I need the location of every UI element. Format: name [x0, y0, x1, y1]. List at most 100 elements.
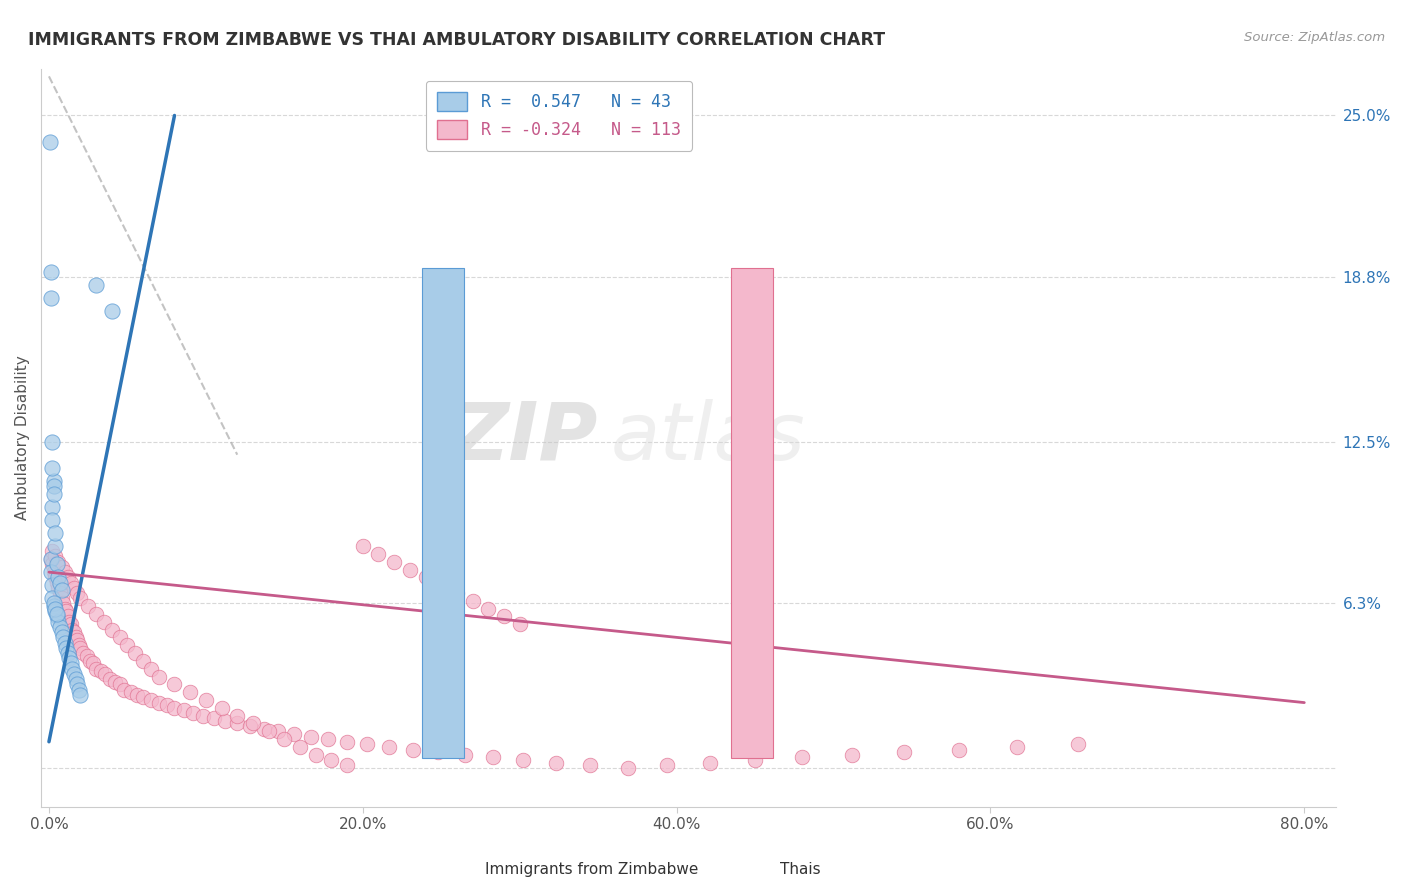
Point — [72, 646, 94, 660]
Point — [59, 575, 82, 590]
Point — [699, 756, 721, 770]
Point — [69, 591, 91, 606]
Point — [104, 674, 127, 689]
Text: Thais: Thais — [780, 863, 821, 877]
Point — [59, 617, 82, 632]
Point — [55, 640, 77, 655]
Point — [65, 631, 87, 645]
Point — [378, 739, 401, 754]
Point — [49, 575, 72, 590]
Point — [59, 657, 82, 671]
Point — [41, 591, 63, 606]
Point — [948, 742, 970, 756]
Point — [108, 631, 131, 645]
Point — [139, 693, 162, 707]
Point — [45, 558, 67, 572]
Point — [84, 607, 107, 621]
Point — [226, 716, 249, 731]
Point — [253, 722, 276, 736]
Point — [66, 586, 89, 600]
Point — [173, 703, 195, 717]
Point — [512, 753, 534, 767]
Point — [1067, 737, 1090, 751]
Point — [336, 735, 359, 749]
Point — [239, 719, 262, 733]
Point — [402, 742, 425, 756]
Point — [112, 682, 135, 697]
Point — [63, 581, 86, 595]
Text: IMMIGRANTS FROM ZIMBABWE VS THAI AMBULATORY DISABILITY CORRELATION CHART: IMMIGRANTS FROM ZIMBABWE VS THAI AMBULAT… — [28, 31, 886, 49]
Point — [477, 601, 499, 615]
Point — [66, 677, 89, 691]
Point — [48, 570, 70, 584]
Point — [51, 591, 73, 606]
Point — [41, 578, 63, 592]
Point — [139, 662, 162, 676]
Point — [39, 552, 62, 566]
Point — [415, 570, 437, 584]
Point — [66, 632, 89, 647]
Point — [90, 665, 112, 679]
Point — [56, 609, 79, 624]
Point — [58, 615, 80, 629]
Point — [273, 732, 295, 747]
Point — [41, 513, 63, 527]
Point — [148, 696, 170, 710]
Point — [202, 711, 225, 725]
Point — [84, 278, 107, 293]
Point — [267, 724, 290, 739]
Point — [39, 265, 62, 279]
Point — [41, 434, 63, 449]
Point — [321, 753, 343, 767]
Point — [454, 747, 477, 762]
Point — [179, 685, 201, 699]
Point — [120, 685, 142, 699]
Point — [38, 135, 60, 149]
Point — [39, 552, 62, 566]
Point — [42, 479, 65, 493]
Point — [299, 730, 322, 744]
Point — [45, 575, 67, 590]
Point — [56, 570, 79, 584]
Point — [98, 672, 121, 686]
Point — [44, 570, 66, 584]
Text: ZIP: ZIP — [450, 399, 598, 476]
Point — [42, 599, 65, 613]
Point — [48, 555, 70, 569]
Point — [93, 615, 115, 629]
Point — [51, 560, 73, 574]
Point — [242, 716, 264, 731]
Text: atlas: atlas — [610, 399, 806, 476]
Point — [44, 549, 66, 564]
Point — [544, 756, 567, 770]
Point — [42, 597, 65, 611]
Y-axis label: Ambulatory Disability: Ambulatory Disability — [15, 355, 30, 520]
Point — [41, 460, 63, 475]
Point — [62, 662, 84, 676]
Point — [44, 601, 66, 615]
Text: Immigrants from Zimbabwe: Immigrants from Zimbabwe — [485, 863, 699, 877]
Point — [367, 547, 389, 561]
Point — [41, 500, 63, 514]
Point — [427, 745, 450, 759]
Point — [181, 706, 204, 720]
Point — [792, 750, 814, 764]
Point — [336, 758, 359, 772]
Point — [744, 753, 766, 767]
Point — [125, 688, 148, 702]
Point — [191, 708, 214, 723]
Point — [67, 682, 90, 697]
Point — [42, 565, 65, 579]
Point — [53, 635, 76, 649]
Point — [76, 648, 98, 663]
Point — [352, 539, 374, 553]
Point — [69, 640, 91, 655]
Point — [67, 638, 90, 652]
Point — [84, 662, 107, 676]
Point — [1005, 739, 1028, 754]
Point — [492, 609, 515, 624]
Point — [53, 601, 76, 615]
Point — [163, 677, 186, 691]
Point — [461, 594, 484, 608]
Point — [69, 688, 91, 702]
